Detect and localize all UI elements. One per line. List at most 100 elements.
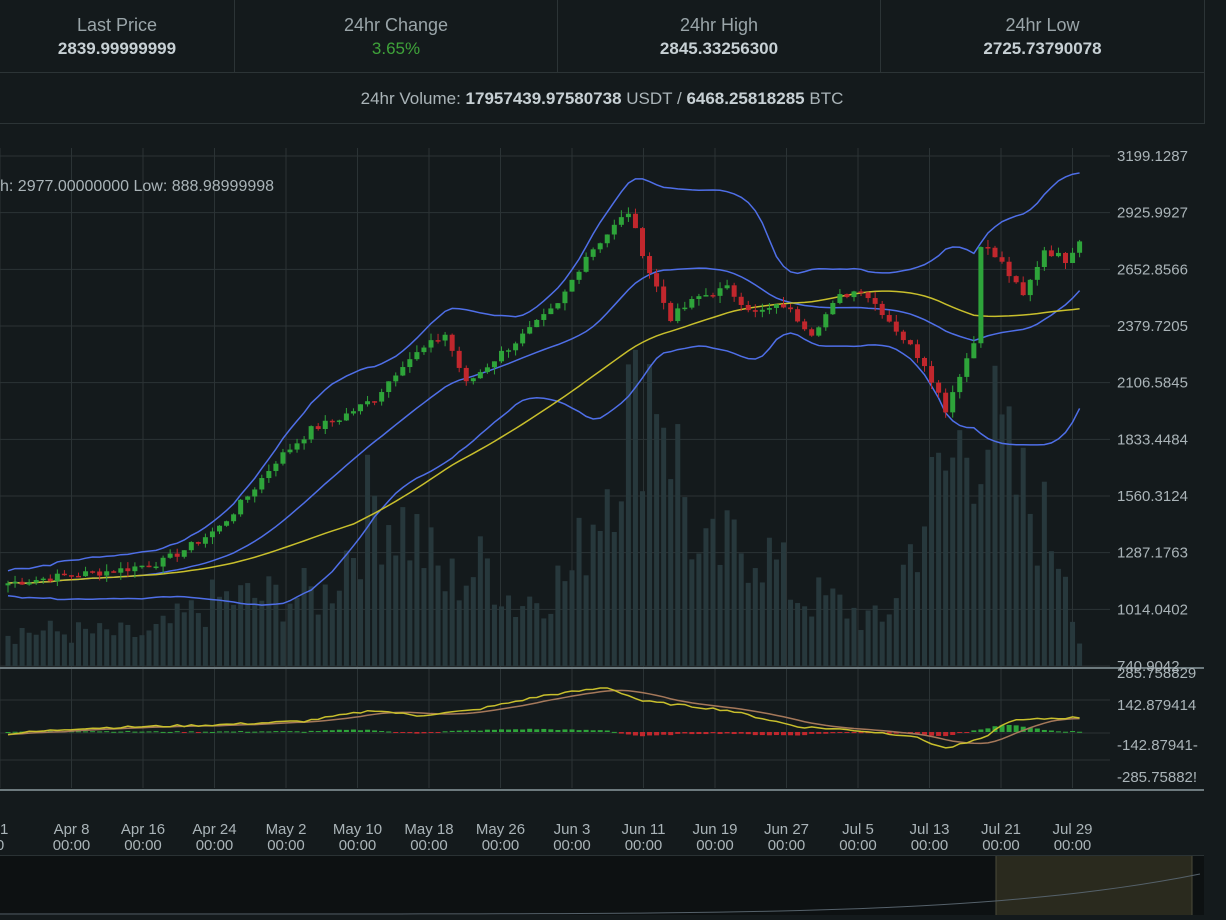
macd-histogram-bar	[922, 732, 927, 735]
volume-bar	[802, 606, 808, 666]
candle-body	[929, 366, 935, 383]
macd-histogram-bar	[534, 729, 540, 732]
macd-histogram-bar	[625, 732, 631, 735]
macd-histogram-bar	[287, 731, 293, 733]
volume-bar	[19, 627, 25, 666]
macd-histogram-bar	[343, 729, 349, 732]
macd-histogram-bar	[449, 730, 455, 732]
candle-body	[259, 478, 265, 490]
macd-histogram-bar	[12, 731, 18, 733]
macd-histogram-bar	[640, 732, 645, 737]
macd-histogram-bar	[76, 731, 81, 733]
macd-histogram-bar	[118, 731, 124, 733]
macd-histogram-bar	[470, 730, 476, 732]
macd-histogram-bar	[400, 732, 406, 733]
y-tick-label: 740.9042	[1117, 658, 1180, 675]
macd-histogram-bar	[555, 729, 561, 732]
candle-body	[202, 537, 208, 544]
macd-histogram-bar	[231, 731, 237, 733]
candle-body	[167, 553, 173, 558]
macd-histogram-bar	[273, 731, 279, 733]
macd-histogram-bar	[766, 732, 772, 736]
navigator-selection[interactable]	[996, 856, 1192, 915]
candle-body	[922, 358, 927, 367]
volume-bars	[5, 349, 1083, 666]
macd-histogram-bar	[421, 732, 427, 734]
candle-body	[541, 314, 547, 320]
macd-histogram-bar	[1063, 731, 1068, 733]
macd-histogram-bar	[830, 732, 836, 734]
candle-body	[174, 553, 180, 557]
volume-bar	[985, 449, 991, 666]
candle-body	[153, 566, 159, 569]
candle-body	[40, 578, 46, 581]
volume-bar	[879, 621, 885, 666]
volume-bar	[224, 591, 230, 666]
x-tick-date: Jun 3	[554, 821, 591, 838]
candle-body	[90, 571, 96, 573]
candle-body	[484, 367, 490, 373]
volume-bar	[33, 634, 39, 666]
macd-histogram-bar	[5, 732, 11, 733]
macd-histogram-bar	[174, 731, 180, 733]
candle-body	[640, 228, 645, 257]
candle-body	[964, 358, 970, 377]
candle-body	[407, 359, 413, 368]
volume-bar	[414, 514, 420, 666]
x-tick-date: Apr 16	[121, 821, 165, 838]
volume-bar	[238, 585, 244, 666]
macd-histogram-bar	[97, 731, 103, 733]
candle-body	[795, 309, 801, 322]
macd-histogram-bar	[724, 732, 730, 734]
macd-histogram-bar	[809, 732, 815, 734]
candle-body	[1034, 267, 1040, 280]
volume-bar	[745, 582, 751, 666]
volume-bar	[604, 489, 610, 666]
candle-body	[252, 489, 258, 497]
x-tick-time: 00:00	[553, 837, 591, 854]
high-label: 24hr High	[679, 15, 759, 35]
macd-histogram-bar	[731, 732, 737, 735]
candle-body	[879, 303, 885, 316]
volume-bar	[597, 530, 603, 666]
macd-histogram-bar	[146, 731, 152, 733]
macd-histogram-bar	[999, 725, 1005, 732]
macd-y-tick-label: -142.87941-	[1117, 737, 1198, 754]
macd-histogram-bar	[978, 729, 984, 732]
candle-body	[224, 521, 230, 526]
candle-body	[506, 350, 512, 352]
volume-bar	[929, 457, 935, 666]
macd-histogram-bar	[132, 731, 138, 733]
candle-body	[625, 213, 631, 218]
x-tick-date: Jun 19	[692, 821, 737, 838]
candle-body	[844, 294, 850, 298]
high-panel: 24hr High 2845.33256300	[558, 0, 881, 72]
volume-bar	[618, 501, 624, 666]
volume-bar	[12, 643, 18, 666]
navigator[interactable]	[0, 855, 1204, 915]
macd-histogram-bar	[527, 728, 533, 732]
macd-histogram-bar	[611, 731, 617, 733]
volume-bar	[160, 615, 166, 666]
volume-bar	[724, 510, 730, 666]
volume-bar	[661, 427, 667, 666]
x-tick-date: Jul 29	[1052, 821, 1092, 838]
x-tick-date: Jul 21	[981, 821, 1021, 838]
x-tick-time: 00:00	[482, 837, 520, 854]
volume-bar	[1055, 568, 1061, 666]
macd-histogram-bar	[513, 729, 519, 732]
volume-bar	[47, 620, 53, 666]
volume-bar	[1070, 621, 1076, 666]
volume-bar	[696, 553, 702, 666]
candle-body	[146, 565, 152, 568]
volume-usdt-unit: USDT /	[626, 89, 682, 108]
volume-bar	[491, 604, 497, 666]
volume-bar	[992, 365, 998, 666]
volume-bar	[231, 604, 237, 666]
volume-bar	[865, 610, 871, 666]
x-tick-date: Jul 5	[842, 821, 874, 838]
candle-body	[217, 525, 222, 532]
volume-bar	[217, 596, 222, 666]
macd-histogram-bar	[372, 730, 378, 732]
price-chart[interactable]: 3199.1287 2925.9927 2652.8566 2379.7205 2106…	[0, 148, 1226, 854]
